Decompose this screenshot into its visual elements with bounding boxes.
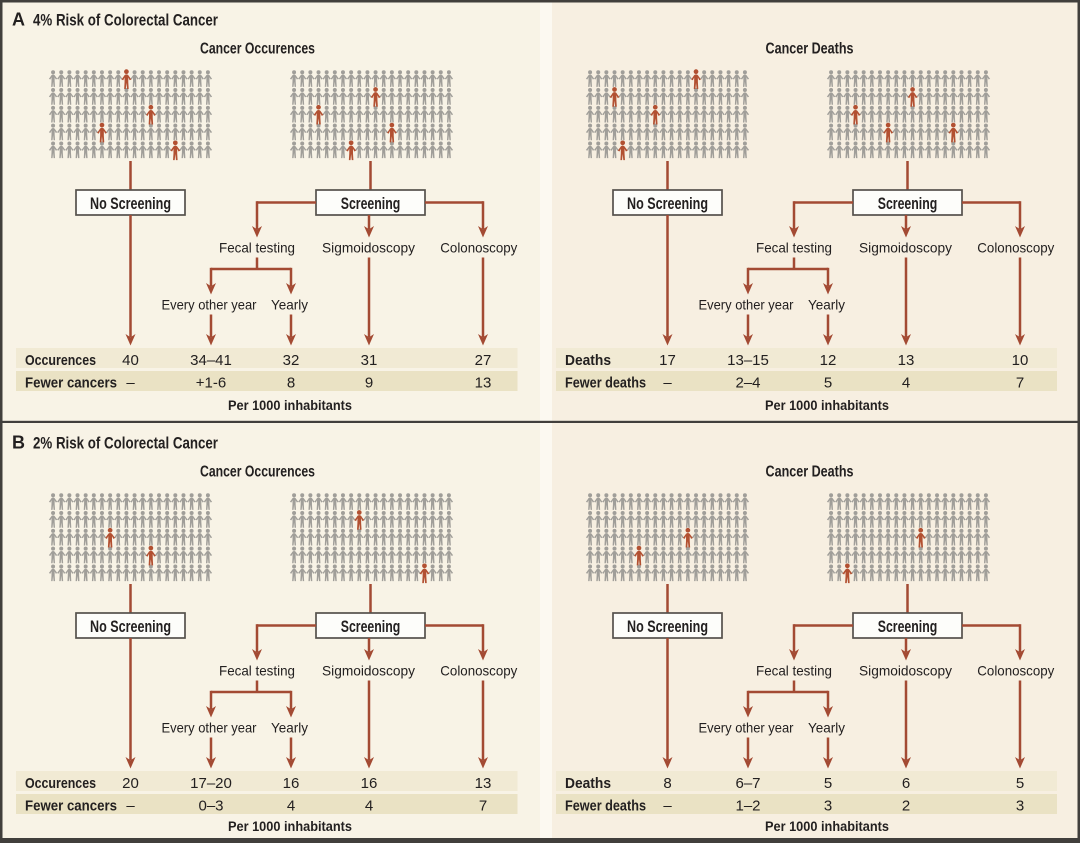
svg-text:4: 4 bbox=[365, 798, 373, 815]
svg-text:B: B bbox=[12, 433, 25, 453]
svg-text:–: – bbox=[126, 375, 135, 392]
svg-text:Every other year: Every other year bbox=[162, 297, 257, 313]
svg-text:3: 3 bbox=[1016, 798, 1024, 815]
svg-text:13–15: 13–15 bbox=[727, 352, 769, 369]
svg-text:No Screening: No Screening bbox=[90, 618, 171, 636]
svg-text:40: 40 bbox=[122, 352, 139, 369]
svg-text:Per 1000 inhabitants: Per 1000 inhabitants bbox=[228, 819, 352, 834]
svg-text:32: 32 bbox=[283, 352, 300, 369]
svg-text:Colonoscopy: Colonoscopy bbox=[977, 663, 1054, 679]
svg-text:16: 16 bbox=[361, 775, 378, 792]
svg-text:6–7: 6–7 bbox=[735, 775, 760, 792]
svg-text:Screening: Screening bbox=[878, 195, 938, 213]
svg-text:Per 1000 inhabitants: Per 1000 inhabitants bbox=[228, 398, 352, 413]
svg-text:–: – bbox=[663, 798, 672, 815]
svg-text:Fewer cancers: Fewer cancers bbox=[25, 375, 117, 392]
svg-text:12: 12 bbox=[820, 352, 837, 369]
svg-text:16: 16 bbox=[283, 775, 300, 792]
svg-text:Colonoscopy: Colonoscopy bbox=[977, 240, 1054, 256]
svg-text:Fewer deaths: Fewer deaths bbox=[565, 798, 646, 815]
svg-text:31: 31 bbox=[361, 352, 378, 369]
svg-text:5: 5 bbox=[1016, 775, 1024, 792]
svg-text:Sigmoidoscopy: Sigmoidoscopy bbox=[322, 663, 415, 679]
svg-text:4% Risk of Colorectal Cancer: 4% Risk of Colorectal Cancer bbox=[33, 11, 218, 30]
svg-text:6: 6 bbox=[902, 775, 910, 792]
svg-text:A: A bbox=[12, 10, 25, 30]
svg-text:0–3: 0–3 bbox=[198, 798, 223, 815]
svg-text:Yearly: Yearly bbox=[271, 297, 308, 313]
svg-text:No Screening: No Screening bbox=[90, 195, 171, 213]
svg-text:Fecal testing: Fecal testing bbox=[756, 240, 832, 256]
svg-text:2: 2 bbox=[902, 798, 910, 815]
svg-text:Screening: Screening bbox=[341, 195, 401, 213]
svg-text:Deaths: Deaths bbox=[565, 775, 611, 792]
svg-text:Per 1000 inhabitants: Per 1000 inhabitants bbox=[765, 819, 889, 834]
svg-text:Yearly: Yearly bbox=[271, 720, 308, 736]
svg-text:Fecal testing: Fecal testing bbox=[756, 663, 832, 679]
svg-text:8: 8 bbox=[663, 775, 671, 792]
svg-text:Fecal testing: Fecal testing bbox=[219, 240, 295, 256]
svg-text:Cancer Occurences: Cancer Occurences bbox=[200, 41, 315, 58]
svg-text:Sigmoidoscopy: Sigmoidoscopy bbox=[859, 663, 952, 679]
svg-text:Every other year: Every other year bbox=[162, 720, 257, 736]
svg-text:Cancer Deaths: Cancer Deaths bbox=[766, 41, 854, 58]
svg-text:+1-6: +1-6 bbox=[196, 375, 226, 392]
svg-text:Sigmoidoscopy: Sigmoidoscopy bbox=[322, 240, 415, 256]
svg-text:13: 13 bbox=[475, 375, 492, 392]
svg-text:Cancer Deaths: Cancer Deaths bbox=[766, 464, 854, 481]
svg-text:Yearly: Yearly bbox=[808, 720, 845, 736]
svg-text:Every other year: Every other year bbox=[699, 297, 794, 313]
svg-text:No Screening: No Screening bbox=[627, 618, 708, 636]
svg-text:4: 4 bbox=[902, 375, 910, 392]
svg-text:8: 8 bbox=[287, 375, 295, 392]
svg-text:Cancer Occurences: Cancer Occurences bbox=[200, 464, 315, 481]
svg-text:Screening: Screening bbox=[341, 618, 401, 636]
svg-text:Yearly: Yearly bbox=[808, 297, 845, 313]
svg-text:9: 9 bbox=[365, 375, 373, 392]
svg-text:Deaths: Deaths bbox=[565, 352, 611, 369]
svg-text:13: 13 bbox=[898, 352, 915, 369]
svg-text:Screening: Screening bbox=[878, 618, 938, 636]
svg-text:–: – bbox=[663, 375, 672, 392]
svg-text:No Screening: No Screening bbox=[627, 195, 708, 213]
svg-text:Occurences: Occurences bbox=[25, 775, 96, 792]
svg-text:Colonoscopy: Colonoscopy bbox=[440, 663, 517, 679]
svg-text:–: – bbox=[126, 798, 135, 815]
svg-text:2% Risk of Colorectal Cancer: 2% Risk of Colorectal Cancer bbox=[33, 434, 218, 453]
svg-text:Occurences: Occurences bbox=[25, 352, 96, 369]
svg-text:Fecal testing: Fecal testing bbox=[219, 663, 295, 679]
svg-text:13: 13 bbox=[475, 775, 492, 792]
svg-text:17–20: 17–20 bbox=[190, 775, 232, 792]
svg-text:34–41: 34–41 bbox=[190, 352, 232, 369]
svg-text:Sigmoidoscopy: Sigmoidoscopy bbox=[859, 240, 952, 256]
svg-text:20: 20 bbox=[122, 775, 139, 792]
svg-text:1–2: 1–2 bbox=[735, 798, 760, 815]
svg-text:Every other year: Every other year bbox=[699, 720, 794, 736]
svg-text:17: 17 bbox=[659, 352, 676, 369]
svg-text:7: 7 bbox=[1016, 375, 1024, 392]
svg-text:10: 10 bbox=[1012, 352, 1029, 369]
svg-text:2–4: 2–4 bbox=[735, 375, 760, 392]
svg-text:7: 7 bbox=[479, 798, 487, 815]
svg-text:5: 5 bbox=[824, 375, 832, 392]
svg-text:5: 5 bbox=[824, 775, 832, 792]
svg-text:Fewer cancers: Fewer cancers bbox=[25, 798, 117, 815]
svg-text:27: 27 bbox=[475, 352, 492, 369]
svg-text:4: 4 bbox=[287, 798, 295, 815]
svg-text:Per 1000 inhabitants: Per 1000 inhabitants bbox=[765, 398, 889, 413]
svg-text:Colonoscopy: Colonoscopy bbox=[440, 240, 517, 256]
svg-text:3: 3 bbox=[824, 798, 832, 815]
svg-text:Fewer deaths: Fewer deaths bbox=[565, 375, 646, 392]
